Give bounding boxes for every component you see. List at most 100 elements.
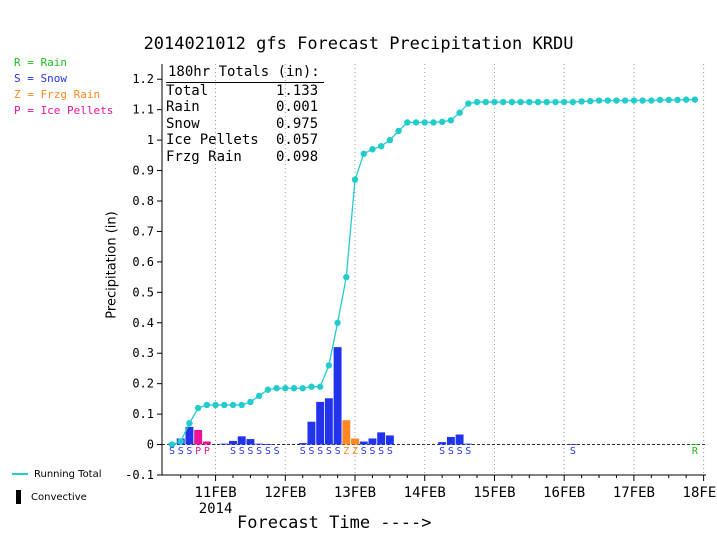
precip-type-marker: S <box>457 446 463 457</box>
running-total-label: Running Total <box>34 469 102 480</box>
running-total-point <box>386 136 394 144</box>
precip-bar <box>368 438 377 445</box>
precip-type-marker: S <box>186 446 192 457</box>
running-total-point <box>491 98 498 106</box>
running-total-point <box>351 176 359 183</box>
x-tick-label: 18FEB <box>683 485 717 501</box>
running-total-point <box>499 98 507 106</box>
precip-type-marker: S <box>387 446 393 457</box>
precip-bar <box>385 435 394 445</box>
running-total-point <box>526 98 533 106</box>
running-total-point <box>534 98 542 106</box>
precip-type-marker: S <box>178 446 184 457</box>
totals-row-ice-pellets: Ice Pellets 0.057 <box>166 132 324 149</box>
y-tick-label: 0.9 <box>132 164 154 178</box>
precip-type-marker: S <box>439 446 445 457</box>
precip-bar <box>263 443 272 445</box>
y-tick-label: 0.1 <box>132 407 154 421</box>
running-total-point <box>238 401 245 409</box>
precip-type-marker: S <box>169 446 175 457</box>
precip-bar <box>690 444 699 446</box>
precip-type-marker: S <box>369 446 375 457</box>
totals-row-frzg-rain: Frzg Rain 0.098 <box>166 149 324 166</box>
precip-type-marker: S <box>317 446 323 457</box>
x-tick-label: 15FEB <box>473 485 515 501</box>
running-total-point <box>691 96 699 103</box>
running-total-point <box>543 98 550 106</box>
running-total-swatch <box>12 473 28 475</box>
running-total-point <box>630 97 638 104</box>
precip-type-marker: P <box>195 446 201 457</box>
legend-convective: Convective <box>16 490 87 504</box>
precip-bar <box>568 443 577 445</box>
convective-swatch <box>16 490 21 504</box>
precip-bar <box>351 438 359 445</box>
running-total-point <box>465 100 472 107</box>
precip-type-marker: R <box>692 446 699 457</box>
running-total-point <box>229 401 237 409</box>
precip-type-marker: Z <box>343 446 349 457</box>
totals-value: 0.001 <box>276 99 319 115</box>
totals-value: 0.057 <box>276 132 319 148</box>
running-total-point <box>255 392 263 400</box>
chart-title: 2014021012 gfs Forecast Precipitation KR… <box>143 34 574 54</box>
running-total-point <box>282 385 289 392</box>
precip-type-marker: S <box>326 446 332 457</box>
running-total-point <box>247 398 254 406</box>
precip-type-marker: S <box>274 446 280 457</box>
running-total-point <box>168 441 176 448</box>
x-tick-label: 13FEB <box>334 485 376 501</box>
running-total-point <box>308 383 315 390</box>
running-total-point <box>299 385 306 392</box>
precip-bar <box>194 429 203 445</box>
running-total-point <box>203 401 211 409</box>
x-tick-label: 16FEB <box>543 485 585 501</box>
running-total-point <box>482 98 489 106</box>
legend-frzg-rain: Z = Frzg Rain <box>14 88 101 101</box>
chart-grid <box>162 64 706 475</box>
precip-type-marker: S <box>300 446 306 457</box>
precip-bar <box>220 443 229 445</box>
precip-bar <box>229 440 237 445</box>
running-total-point <box>552 98 559 106</box>
x-tick-label: 11FEB <box>194 485 236 501</box>
running-total-point <box>325 362 333 369</box>
precip-type-marker: S <box>378 446 384 457</box>
y-tick-label: 0.5 <box>132 285 154 299</box>
running-total-point <box>447 117 455 124</box>
running-total-point <box>273 385 280 392</box>
totals-value: 1.133 <box>276 82 319 99</box>
precip-bar <box>377 432 386 445</box>
running-total-point <box>343 273 350 281</box>
running-total-point <box>221 401 228 409</box>
precip-bar <box>298 443 307 445</box>
running-total-point <box>404 119 411 126</box>
precip-bar <box>255 443 264 445</box>
totals-row-rain: Rain 0.001 <box>166 99 324 116</box>
y-tick-label: 0.8 <box>132 194 154 208</box>
running-total-point <box>316 383 324 390</box>
precip-bar <box>316 401 325 445</box>
totals-label: Total <box>166 82 209 99</box>
totals-box: 180hr Totals (in): Total 1.133 Rain 0.001 … <box>166 64 324 165</box>
precip-bar <box>246 439 255 445</box>
precip-bar <box>185 426 194 445</box>
running-total-point <box>656 96 664 104</box>
running-total-point <box>212 401 219 409</box>
precip-bar <box>237 436 246 445</box>
y-tick-label: -0.1 <box>125 468 154 482</box>
y-tick-label: 0.3 <box>132 346 154 360</box>
running-total-point <box>674 96 681 104</box>
running-total-point <box>560 98 568 106</box>
running-total-point <box>438 118 446 126</box>
precip-type-marker: S <box>239 446 245 457</box>
running-total-point <box>665 96 672 104</box>
running-total-point <box>377 143 385 150</box>
totals-label: Snow <box>166 115 200 132</box>
totals-value: 0.098 <box>276 148 319 165</box>
running-total-point <box>194 404 202 412</box>
precip-bar <box>359 441 368 445</box>
x-tick-label: 12FEB <box>264 485 306 501</box>
running-total-point <box>395 127 402 135</box>
y-tick-label: 1 <box>147 133 154 147</box>
